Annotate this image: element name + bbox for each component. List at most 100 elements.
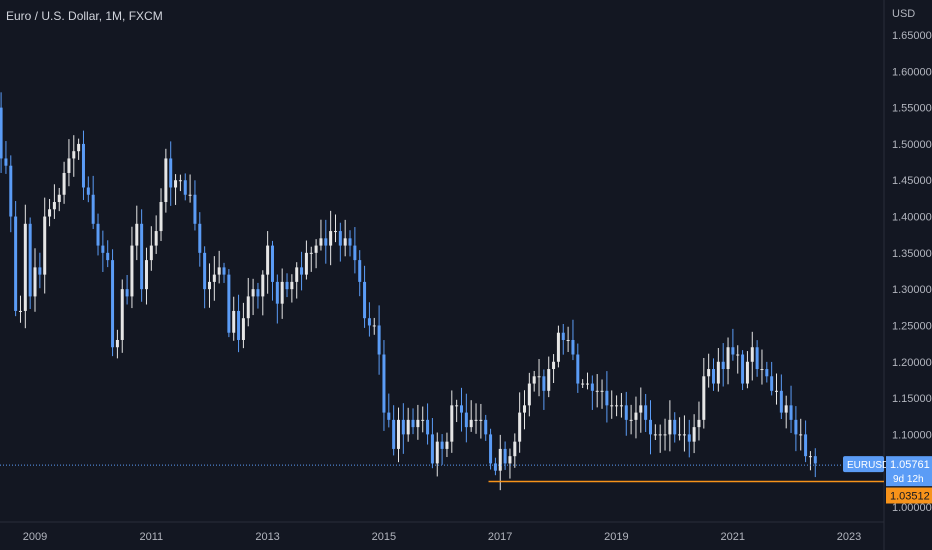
candle-body: [227, 274, 231, 333]
candle-body: [319, 238, 323, 246]
candle-body: [445, 441, 449, 449]
candle-body: [77, 143, 81, 152]
candle-body: [585, 383, 590, 385]
candle-body: [590, 383, 594, 391]
candle-body: [707, 369, 711, 377]
candle-body: [23, 223, 27, 311]
y-tick-label: 1.50000: [892, 139, 932, 151]
current-price-label: 1.05761: [890, 459, 930, 471]
x-tick-label: 2015: [372, 531, 396, 543]
candle-body: [479, 419, 483, 421]
candle-body: [459, 405, 463, 413]
candle-body: [571, 339, 575, 355]
candle-body: [144, 260, 148, 290]
candle-body: [784, 405, 788, 413]
candle-body: [716, 361, 720, 384]
candle-body: [174, 180, 178, 188]
candle-body: [484, 419, 488, 435]
y-tick-label: 1.20000: [892, 357, 932, 369]
candle-body: [804, 434, 808, 457]
candle-body: [81, 143, 85, 188]
candle-body: [246, 296, 250, 319]
candle-body: [86, 187, 90, 195]
candle-body: [300, 267, 304, 275]
candle-body: [198, 223, 202, 253]
candle-body: [396, 419, 400, 449]
candle-body: [702, 376, 706, 420]
candle-body: [203, 252, 207, 290]
y-tick-label: 1.45000: [892, 175, 932, 187]
candle-body: [164, 158, 168, 203]
y-tick-label: 1.15000: [892, 393, 932, 405]
candle-body: [682, 434, 686, 436]
candle-body: [392, 419, 396, 449]
support-level-tag: [886, 487, 932, 504]
countdown-label: 9d 12h: [893, 474, 924, 485]
candle-body: [52, 202, 56, 210]
candle-body: [115, 339, 119, 348]
candle-body: [285, 281, 289, 290]
symbol-tag: [843, 456, 884, 473]
candle-body: [290, 281, 294, 290]
candle-body: [799, 434, 803, 436]
candle-body: [576, 354, 580, 384]
candle-body: [653, 434, 657, 436]
candle-body: [183, 180, 187, 195]
candle-body: [692, 427, 696, 442]
candle-body: [106, 252, 110, 261]
y-tick-label: 1.55000: [892, 103, 932, 115]
candle-body: [43, 216, 47, 275]
candle-body: [634, 412, 638, 420]
candle-body: [639, 405, 643, 413]
y-tick-label: 1.65000: [892, 30, 932, 42]
candle-body: [372, 325, 376, 327]
candle-body: [775, 390, 779, 392]
candle-body: [469, 419, 473, 428]
candle-body: [266, 245, 270, 275]
support-level-label: 1.03512: [890, 490, 930, 502]
candle-body: [120, 289, 124, 340]
y-tick-label: 1.30000: [892, 284, 932, 296]
candle-body: [765, 369, 769, 377]
candle-body: [207, 281, 211, 290]
candle-body: [629, 419, 633, 421]
candle-body: [813, 456, 817, 464]
candle-body: [566, 339, 570, 341]
candle-body: [760, 369, 764, 371]
candle-body: [28, 223, 32, 297]
candle-body: [348, 238, 352, 246]
candle-body: [149, 245, 153, 261]
candle-body: [493, 463, 497, 471]
candle-body: [309, 252, 313, 254]
candle-body: [731, 347, 735, 355]
candle-body: [687, 434, 691, 442]
candle-body: [33, 267, 37, 297]
candle-body: [14, 216, 18, 311]
candle-body: [455, 405, 459, 407]
candle-body: [304, 252, 308, 275]
symbol-tag-label: EURUSD: [847, 460, 889, 471]
candle-body: [111, 260, 115, 348]
x-tick-label: 2009: [23, 531, 47, 543]
candle-body: [522, 405, 526, 413]
x-tick-label: 2023: [837, 531, 861, 543]
candle-body: [125, 289, 129, 297]
candle-body: [343, 238, 347, 246]
candle-body: [794, 419, 798, 435]
candle-body: [353, 245, 357, 261]
candle-body: [770, 376, 774, 391]
candle-body: [154, 231, 158, 246]
candle-body: [18, 310, 22, 312]
candle-body: [537, 376, 541, 378]
chart-title: Euro / U.S. Dollar, 1M, FXCM: [6, 9, 163, 23]
candle-body: [721, 361, 725, 370]
candle-body: [169, 158, 173, 188]
candle-body: [697, 419, 701, 428]
candle-body: [508, 456, 512, 464]
candle-body: [401, 419, 405, 435]
candle-body: [624, 405, 628, 420]
candle-body: [658, 434, 662, 436]
candle-body: [48, 209, 52, 217]
